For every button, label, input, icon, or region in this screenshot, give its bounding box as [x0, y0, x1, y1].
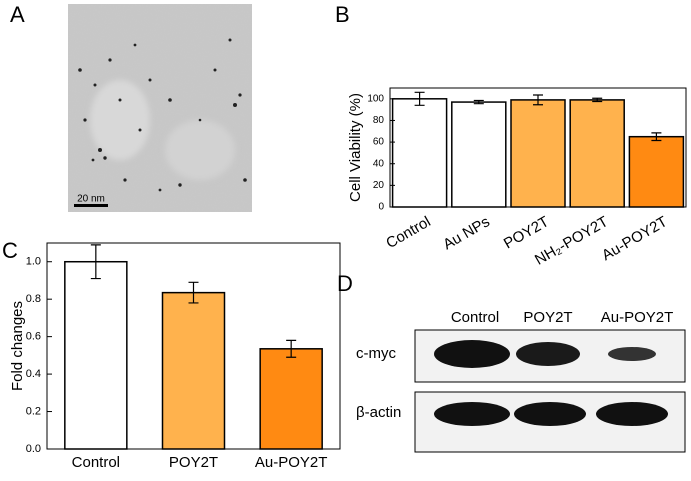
panel-label: D [337, 271, 353, 296]
y-tick-label: 20 [373, 180, 385, 191]
y-tick-label: 0.4 [26, 368, 41, 380]
plot-frame [389, 87, 687, 208]
row-label: c-myc [356, 345, 396, 362]
bar [451, 101, 507, 208]
y-tick-label: 0.2 [26, 405, 41, 417]
scale-bar-label: 20 nm [77, 194, 105, 205]
lane-label: Control [451, 309, 499, 326]
panel-label: C [2, 238, 18, 263]
bar [259, 348, 323, 450]
plot-frame [46, 242, 341, 450]
bar [569, 99, 625, 208]
error-bar [651, 132, 662, 142]
y-axis-label: Fold changes [9, 301, 26, 391]
panel-label: B [335, 2, 350, 27]
x-tick-label: Au NPs [440, 213, 493, 253]
error-bar [286, 339, 297, 358]
lane-label: POY2T [523, 309, 572, 326]
error-bar [592, 97, 603, 103]
y-tick-label: 0.8 [26, 293, 41, 305]
bar [161, 291, 226, 450]
panel-label: A [10, 2, 25, 27]
y-axis-label: Cell Viability (%) [347, 93, 364, 202]
y-tick-label: 40 [373, 158, 385, 169]
row-label: β-actin [356, 404, 401, 421]
y-tick-label: 0.0 [26, 443, 41, 455]
y-tick-label: 1.0 [26, 256, 41, 268]
y-tick-label: 100 [367, 93, 384, 104]
y-tick-label: 80 [373, 115, 385, 126]
error-bar [533, 94, 543, 106]
x-tick-label: Au-POY2T [599, 213, 670, 264]
bar [510, 99, 566, 208]
western-blot [414, 329, 686, 453]
y-tick-label: 0.6 [26, 331, 41, 343]
x-tick-label: POY2T [169, 454, 218, 471]
error-bar [90, 244, 101, 280]
y-tick-label: 60 [373, 137, 385, 148]
x-tick-label: Control [383, 213, 433, 252]
bar [628, 135, 685, 208]
x-tick-label: Au-POY2T [255, 454, 328, 471]
bar [64, 260, 128, 450]
error-bar [473, 99, 484, 105]
error-bar [414, 91, 425, 106]
bar [391, 98, 448, 208]
tem-image [68, 4, 252, 212]
lane-label: Au-POY2T [601, 309, 674, 326]
y-tick-label: 0 [378, 202, 384, 213]
x-tick-label: Control [72, 454, 120, 471]
error-bar [188, 281, 199, 304]
